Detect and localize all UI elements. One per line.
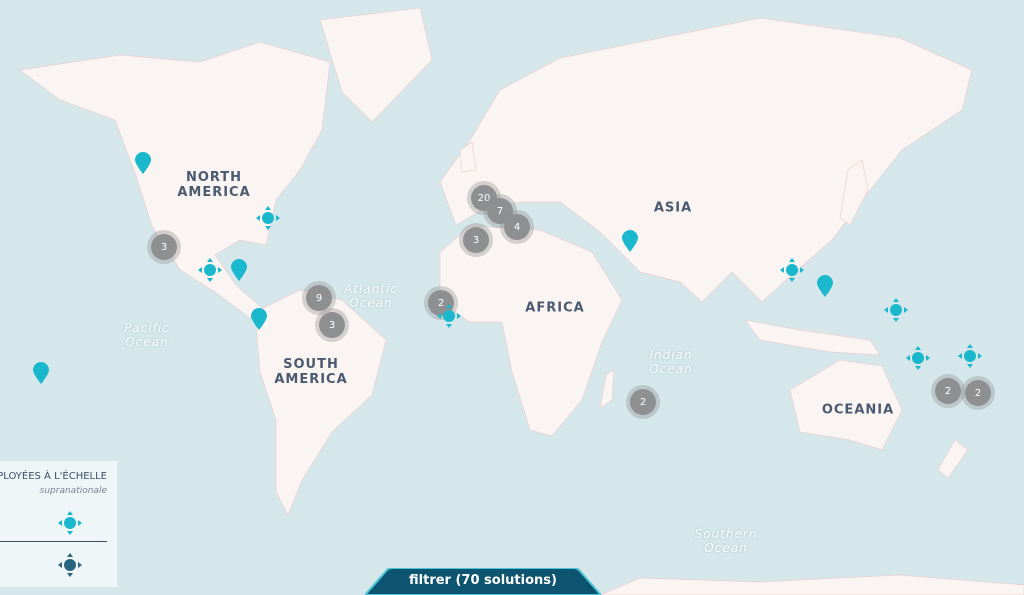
four-arrow-diamond-icon[interactable] bbox=[437, 304, 461, 328]
land-new-zealand bbox=[937, 439, 969, 479]
land-north-america bbox=[19, 41, 331, 319]
cluster-marker[interactable]: 3 bbox=[151, 234, 177, 260]
cluster-marker[interactable]: 2 bbox=[965, 380, 991, 406]
cluster-marker[interactable]: 4 bbox=[504, 214, 530, 240]
four-arrow-diamond-icon[interactable] bbox=[906, 346, 930, 370]
land-south-america bbox=[254, 289, 387, 516]
map-pin-icon[interactable] bbox=[231, 259, 247, 281]
label-north-america: NORTH AMERICA bbox=[177, 170, 251, 200]
legend-title: PLOYÉES À L'ÉCHELLE bbox=[0, 471, 107, 482]
label-africa: AFRICA bbox=[525, 300, 585, 316]
label-pacific-ocean: Pacific Ocean bbox=[124, 321, 170, 349]
filter-label: filtrer (70 solutions) bbox=[409, 573, 557, 588]
land-indonesia bbox=[744, 319, 881, 356]
cluster-marker[interactable]: 2 bbox=[630, 389, 656, 415]
land-uk bbox=[459, 141, 477, 173]
label-indian-ocean: Indian Ocean bbox=[649, 348, 693, 376]
label-asia: ASIA bbox=[653, 200, 693, 216]
map-pin-icon[interactable] bbox=[622, 230, 638, 252]
four-arrow-diamond-icon[interactable] bbox=[198, 258, 222, 282]
land-japan bbox=[839, 159, 869, 226]
land-madagascar bbox=[599, 369, 615, 409]
map-pin-icon[interactable] bbox=[135, 152, 151, 174]
diamond-marker-icon bbox=[58, 511, 82, 535]
land-eurasia bbox=[439, 17, 973, 303]
map-pin-icon[interactable] bbox=[251, 308, 267, 330]
four-arrow-diamond-icon[interactable] bbox=[958, 344, 982, 368]
map-pin-icon[interactable] bbox=[817, 275, 833, 297]
filter-button[interactable]: filtrer (70 solutions) bbox=[365, 568, 601, 595]
cluster-marker[interactable]: 3 bbox=[463, 227, 489, 253]
map-pin-icon[interactable] bbox=[33, 362, 49, 384]
cluster-marker[interactable]: 9 bbox=[306, 285, 332, 311]
four-arrow-diamond-icon[interactable] bbox=[256, 206, 280, 230]
label-southern-ocean: Southern Ocean bbox=[694, 527, 758, 555]
land-africa bbox=[439, 225, 623, 437]
land-australia bbox=[789, 359, 903, 451]
legend-subtitle: supranationale bbox=[39, 486, 107, 496]
land-antarctica bbox=[599, 574, 1024, 595]
label-oceania: OCEANIA bbox=[821, 402, 895, 418]
legend-divider bbox=[0, 541, 107, 542]
land-greenland bbox=[319, 7, 433, 123]
cluster-marker[interactable]: 3 bbox=[319, 312, 345, 338]
four-arrow-diamond-icon[interactable] bbox=[884, 298, 908, 322]
diamond-marker-dark-icon bbox=[58, 553, 82, 577]
four-arrow-diamond-icon[interactable] bbox=[780, 258, 804, 282]
legend-panel: PLOYÉES À L'ÉCHELLE supranationale bbox=[0, 461, 117, 587]
cluster-marker[interactable]: 2 bbox=[935, 378, 961, 404]
label-atlantic-ocean: Atlantic Ocean bbox=[344, 282, 398, 310]
label-south-america: SOUTH AMERICA bbox=[274, 357, 348, 387]
